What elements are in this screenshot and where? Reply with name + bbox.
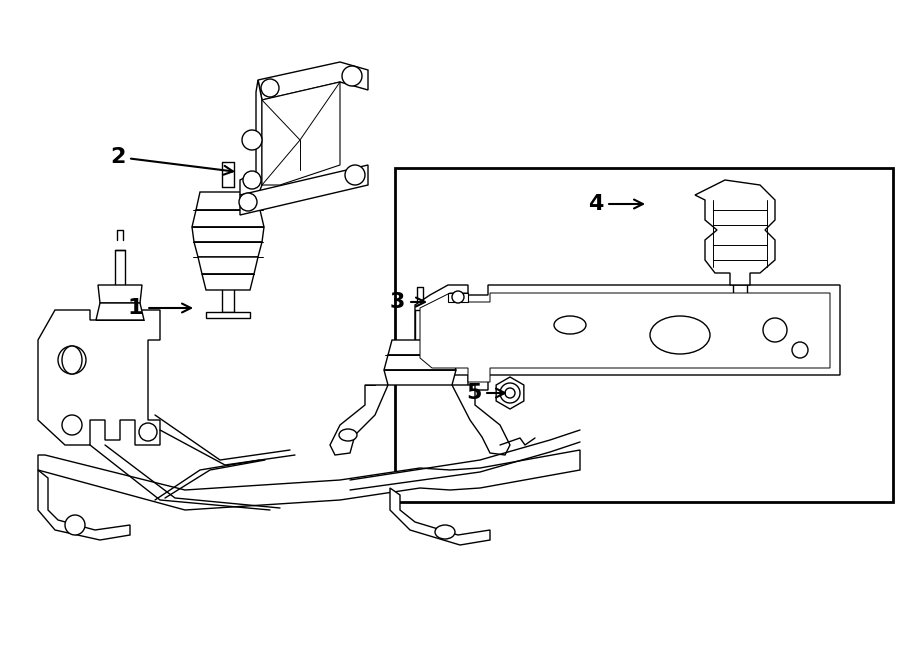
Polygon shape [198, 257, 258, 274]
Polygon shape [695, 180, 775, 285]
Polygon shape [206, 312, 250, 318]
Polygon shape [38, 290, 160, 445]
Polygon shape [388, 340, 452, 355]
Polygon shape [258, 62, 368, 100]
Circle shape [763, 318, 787, 342]
Circle shape [242, 130, 262, 150]
Polygon shape [390, 488, 490, 545]
Circle shape [65, 515, 85, 535]
Polygon shape [330, 385, 388, 455]
Polygon shape [96, 303, 144, 320]
Circle shape [261, 79, 279, 97]
Circle shape [58, 346, 86, 374]
Ellipse shape [62, 346, 82, 374]
Circle shape [243, 171, 261, 189]
Circle shape [139, 423, 157, 441]
Text: 3: 3 [390, 292, 425, 312]
Polygon shape [38, 450, 580, 510]
Circle shape [792, 342, 808, 358]
Polygon shape [196, 192, 260, 210]
Polygon shape [192, 210, 264, 227]
Polygon shape [240, 80, 262, 195]
Polygon shape [420, 293, 830, 382]
Polygon shape [415, 285, 840, 390]
Polygon shape [98, 285, 142, 303]
Circle shape [62, 415, 82, 435]
Polygon shape [448, 293, 468, 302]
Ellipse shape [339, 429, 357, 441]
Polygon shape [384, 355, 456, 370]
Text: 2: 2 [110, 147, 233, 175]
Ellipse shape [435, 525, 455, 539]
Polygon shape [240, 165, 368, 215]
Text: 4: 4 [588, 194, 643, 214]
Ellipse shape [650, 316, 710, 354]
Polygon shape [262, 82, 340, 185]
Circle shape [505, 388, 515, 398]
Circle shape [239, 193, 257, 211]
Polygon shape [192, 227, 264, 242]
Polygon shape [452, 385, 510, 455]
Polygon shape [496, 377, 524, 409]
Polygon shape [38, 470, 130, 540]
Polygon shape [202, 274, 254, 290]
Circle shape [345, 165, 365, 185]
Polygon shape [384, 370, 456, 385]
Ellipse shape [554, 316, 586, 334]
Text: 5: 5 [466, 383, 505, 403]
Circle shape [452, 291, 464, 303]
Text: 1: 1 [128, 298, 191, 318]
Polygon shape [194, 242, 262, 257]
Circle shape [500, 383, 520, 403]
Circle shape [342, 66, 362, 86]
Bar [395, 168, 893, 502]
